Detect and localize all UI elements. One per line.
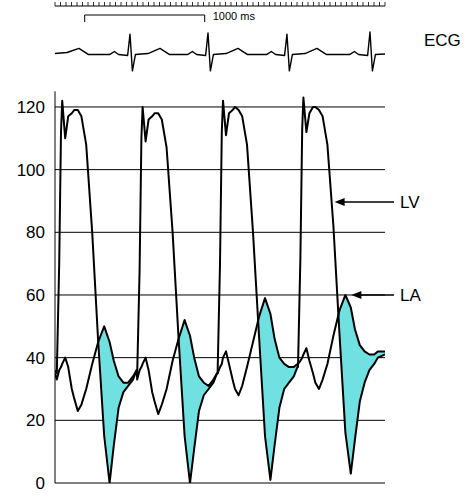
ruler-tick [143,2,144,6]
ruler-tick [297,2,298,6]
ruler-tick [253,2,254,6]
ruler-tick [324,2,325,6]
ruler-tick [198,2,199,6]
ruler-tick [313,2,314,6]
ruler-tick [236,2,237,6]
ruler-tick [60,2,61,6]
ruler-tick [357,2,358,6]
ruler-tick [330,2,331,6]
ruler-tick [137,2,138,6]
ruler-tick [247,2,248,6]
plot-area [55,98,385,483]
line-ecg [55,32,385,71]
grid-line [55,169,385,170]
ruler-tick [291,2,292,6]
ruler-tick [302,2,303,6]
ruler-tick [280,2,281,6]
ruler-tick [187,2,188,6]
line-la [55,295,385,414]
ruler-tick [209,2,210,6]
ruler-tick [385,2,386,6]
arrow-lv [343,201,394,202]
ruler-tick [181,2,182,6]
ruler-tick [82,2,83,6]
ruler-tick [104,2,105,6]
ruler-tick [55,2,56,6]
ruler-tick [319,2,320,6]
ruler-tick [176,2,177,6]
ruler-tick [88,2,89,6]
pressure-gradient-fill [258,298,298,480]
tick-label: 20 [26,411,45,430]
pressure-gradient-fill [98,326,136,483]
series-label: ECG [424,31,461,50]
ruler-tick [379,2,380,6]
ruler-tick [148,2,149,6]
tick-label: 100 [17,161,45,180]
ruler-tick [258,2,259,6]
ruler-tick [374,2,375,6]
ruler-tick [220,2,221,6]
tick-label: 0 [36,474,45,493]
arrow-la-head [351,291,361,299]
ruler-tick [242,2,243,6]
arrow-la [359,294,394,295]
ruler-tick [275,2,276,6]
ruler-tick [159,2,160,6]
ruler-tick [203,2,204,6]
ruler-tick [110,2,111,6]
pressure-gradient-fill [338,295,385,474]
ruler-tick [214,2,215,6]
grid-line [55,483,385,484]
tick-label: 40 [26,349,45,368]
ruler-tick [286,2,287,6]
ruler [55,2,385,6]
ruler-tick [269,2,270,6]
ruler-tick [99,2,100,6]
pressure-gradient-fill [179,320,217,483]
ruler-tick [335,2,336,6]
ruler-tick [165,2,166,6]
ruler-tick [352,2,353,6]
ruler-tick [154,2,155,6]
ruler-tick [115,2,116,6]
tick-label: 120 [17,98,45,117]
ruler-tick [170,2,171,6]
series-label: LV [400,193,420,212]
ruler-tick [132,2,133,6]
ruler-tick [192,2,193,6]
series-label: LA [400,286,421,305]
arrow-lv-head [335,198,345,206]
ruler-tick [368,2,369,6]
ruler-tick [77,2,78,6]
ruler-tick [93,2,94,6]
ruler-tick [66,2,67,6]
ruler-tick [264,2,265,6]
ruler-tick [121,2,122,6]
grid-line [55,106,385,107]
tick-label: 80 [26,223,45,242]
scale-bar-label: 1000 ms [213,10,256,22]
ruler-tick [341,2,342,6]
ruler-tick [225,2,226,6]
chart: 1000 ms ECG 0 20 40 60 80 100 120 LV LA [0,0,474,503]
ruler-tick [231,2,232,6]
ruler-tick [71,2,72,6]
ruler-tick [346,2,347,6]
line-lv [55,98,385,483]
scale-bar [85,15,205,22]
ruler-tick [308,2,309,6]
ruler-tick [363,2,364,6]
tick-label: 60 [26,286,45,305]
y-axis [55,91,56,483]
ruler-tick [126,2,127,6]
plot-area [55,32,385,71]
